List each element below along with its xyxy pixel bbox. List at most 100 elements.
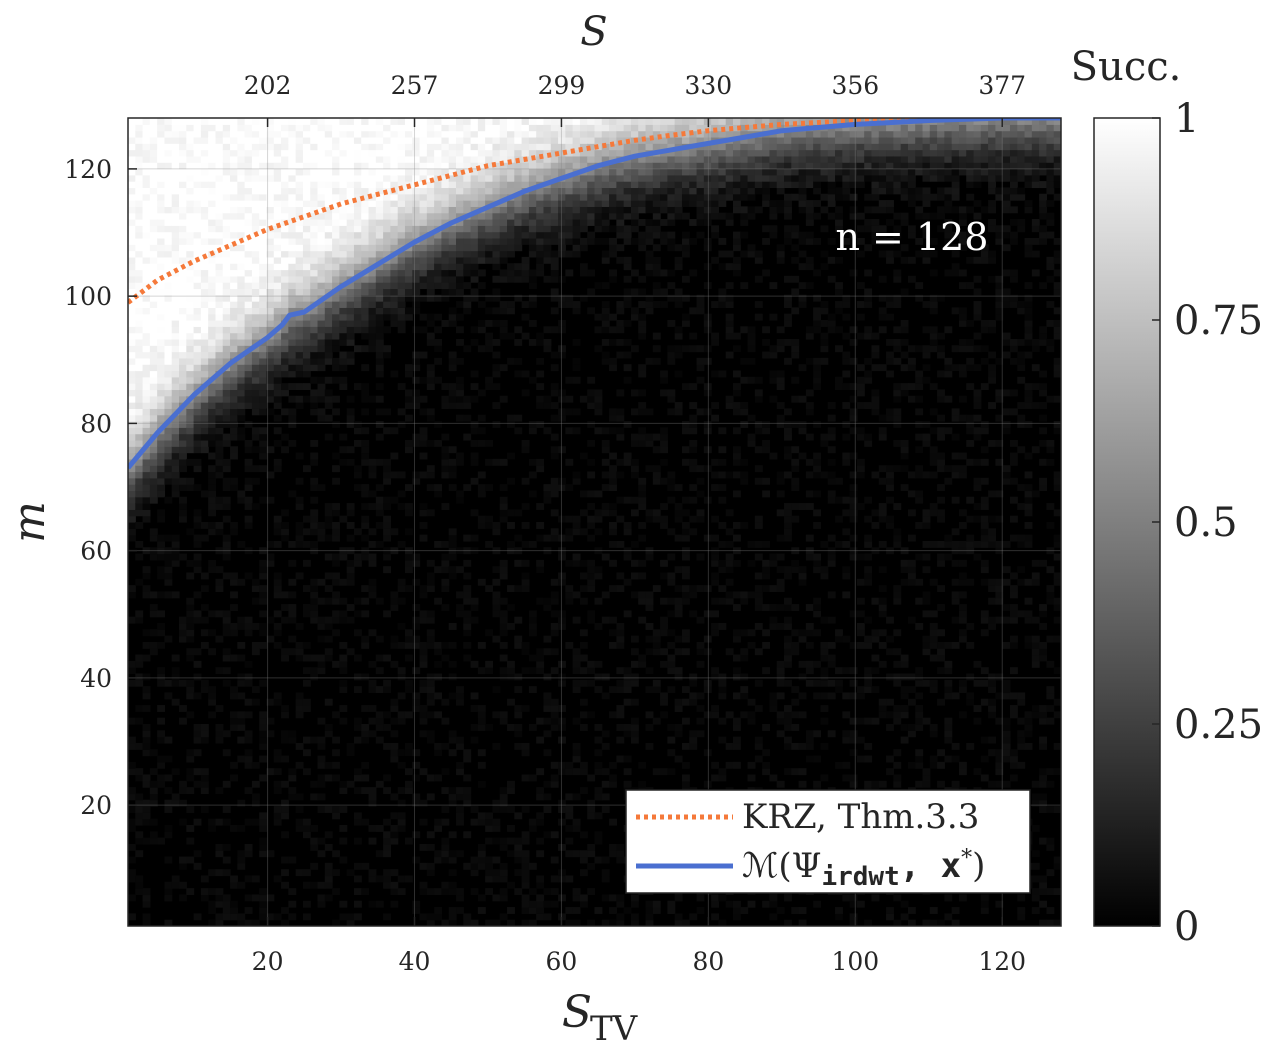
heatmap-cell — [514, 294, 523, 302]
heatmap-cell — [514, 124, 523, 132]
heatmap-cell — [652, 200, 661, 207]
heatmap-cell — [375, 736, 384, 744]
heatmap-cell — [521, 578, 530, 586]
heatmap-cell — [332, 888, 340, 896]
heatmap-cell — [667, 320, 676, 327]
heatmap-cell — [135, 288, 144, 296]
heatmap-cell — [251, 250, 260, 258]
heatmap-cell — [499, 250, 508, 258]
heatmap-cell — [638, 433, 647, 441]
heatmap-cell — [543, 231, 552, 239]
heatmap-cell — [652, 288, 661, 296]
heatmap-cell — [208, 200, 217, 207]
heatmap-cell — [302, 301, 311, 308]
heatmap-cell — [441, 553, 450, 561]
heatmap-cell — [441, 540, 450, 548]
heatmap-cell — [215, 465, 224, 473]
heatmap-cell — [171, 338, 180, 346]
heatmap-cell — [288, 118, 297, 125]
heatmap-cell — [324, 623, 333, 630]
heatmap-cell — [601, 250, 610, 258]
heatmap-cell — [565, 825, 574, 832]
heatmap-cell — [630, 130, 639, 138]
heatmap-cell — [412, 641, 421, 649]
heatmap-cell — [281, 856, 289, 864]
heatmap-cell — [536, 383, 545, 391]
heatmap-cell — [157, 591, 166, 599]
heatmap-cell — [426, 711, 435, 719]
heatmap-cell — [638, 200, 647, 207]
heatmap-cell — [288, 540, 297, 548]
heatmap-cell — [660, 711, 668, 719]
heatmap-cell — [273, 307, 282, 315]
heatmap-cell — [179, 162, 187, 170]
heatmap-cell — [441, 118, 450, 125]
heatmap-cell — [536, 421, 545, 428]
heatmap-cell — [273, 332, 282, 340]
heatmap-cell — [572, 187, 581, 195]
heatmap-cell — [251, 149, 260, 157]
heatmap-cell — [660, 193, 668, 201]
heatmap-cell — [616, 206, 625, 214]
heatmap-cell — [441, 130, 450, 138]
heatmap-cell — [543, 168, 552, 176]
heatmap-cell — [426, 869, 435, 877]
heatmap-cell — [273, 250, 282, 258]
heatmap-cell — [441, 641, 450, 649]
heatmap-cell — [368, 471, 377, 479]
heatmap-cell — [281, 812, 289, 820]
heatmap-cell — [630, 900, 639, 908]
heatmap-cell — [361, 174, 370, 182]
heatmap-cell — [521, 446, 530, 454]
heatmap-cell — [558, 724, 566, 731]
heatmap-cell — [456, 490, 464, 498]
heatmap-cell — [259, 629, 268, 637]
heatmap-cell — [572, 717, 581, 725]
heatmap-cell — [550, 256, 559, 264]
heatmap-cell — [288, 136, 297, 144]
heatmap-cell — [142, 231, 151, 239]
heatmap-cell — [528, 124, 537, 132]
heatmap-cell — [477, 168, 486, 176]
heatmap-cell — [310, 206, 319, 214]
heatmap-cell — [200, 168, 209, 176]
heatmap-cell — [273, 806, 282, 813]
heatmap-cell — [521, 301, 530, 308]
heatmap-cell — [200, 313, 209, 321]
heatmap-cell — [383, 496, 392, 504]
heatmap-cell — [660, 439, 668, 447]
heatmap-cell — [244, 307, 253, 315]
heatmap-cell — [200, 338, 209, 346]
heatmap-cell — [485, 660, 494, 668]
heatmap-cell — [638, 288, 647, 296]
heatmap-cell — [171, 414, 180, 422]
heatmap-cell — [594, 408, 603, 416]
heatmap-cell — [128, 275, 136, 283]
heatmap-cell — [558, 149, 566, 157]
heatmap-cell — [230, 446, 238, 454]
heatmap-cell — [259, 136, 268, 144]
heatmap-cell — [317, 654, 326, 662]
heatmap-cell — [179, 856, 187, 864]
heatmap-cell — [215, 383, 224, 391]
heatmap-cell — [332, 237, 340, 245]
heatmap-cell — [521, 850, 530, 858]
heatmap-cell — [149, 831, 158, 839]
heatmap-cell — [448, 692, 457, 700]
heatmap-cell — [368, 787, 377, 795]
heatmap-cell — [528, 629, 537, 637]
heatmap-cell — [397, 875, 406, 883]
heatmap-cell — [266, 408, 275, 416]
heatmap-cell — [200, 244, 209, 252]
heatmap-cell — [434, 118, 443, 125]
heatmap-cell — [477, 174, 486, 182]
heatmap-cell — [383, 231, 392, 239]
heatmap-cell — [295, 818, 304, 826]
heatmap-cell — [230, 136, 238, 144]
heatmap-cell — [179, 370, 187, 378]
heatmap-cell — [302, 320, 311, 327]
heatmap-cell — [237, 433, 246, 441]
heatmap-cell — [295, 402, 304, 409]
heatmap-cell — [273, 522, 282, 529]
heatmap-cell — [251, 288, 260, 296]
